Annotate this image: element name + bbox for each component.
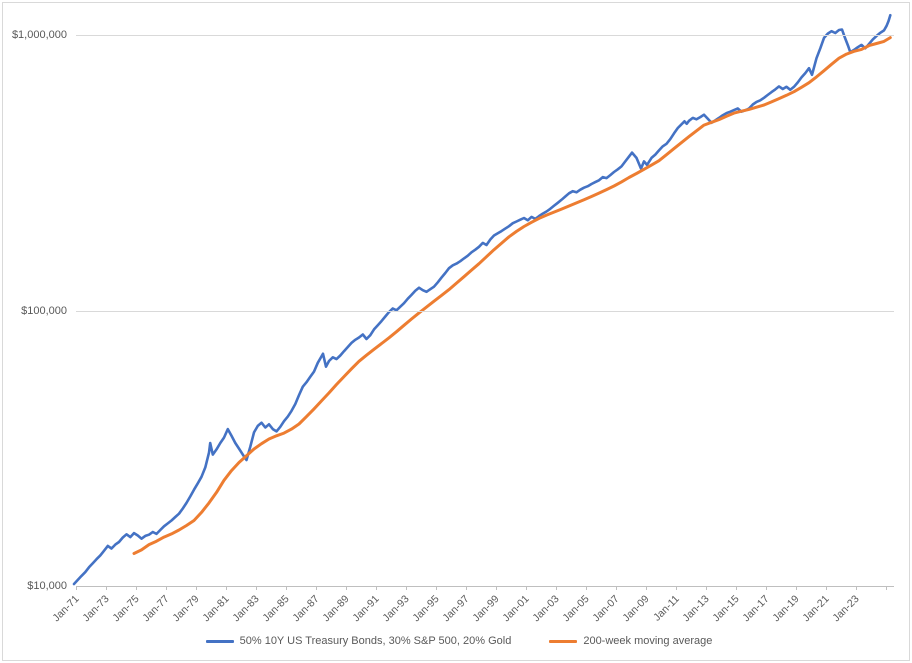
x-axis-tick: [196, 586, 197, 590]
x-axis-tick: [646, 586, 647, 590]
x-axis-tick: [766, 586, 767, 590]
x-axis-tick: [346, 586, 347, 590]
x-axis-tick: [406, 586, 407, 590]
x-axis-tick: [856, 586, 857, 590]
x-axis-tick: [76, 586, 77, 590]
x-axis-tick: [586, 586, 587, 590]
x-axis-tick: [466, 586, 467, 590]
legend: 50% 10Y US Treasury Bonds, 30% S&P 500, …: [3, 635, 912, 647]
horizontal-gridline: [76, 310, 894, 312]
x-axis-tick: [706, 586, 707, 590]
x-axis-tick: [256, 586, 257, 590]
legend-label-moving-average: 200-week moving average: [583, 635, 713, 647]
legend-item-portfolio[interactable]: 50% 10Y US Treasury Bonds, 30% S&P 500, …: [205, 635, 512, 647]
x-axis-tick: [286, 586, 287, 590]
x-axis-tick: [886, 586, 887, 590]
y-axis-label: $100,000: [21, 304, 67, 317]
y-axis-label: $1,000,000: [11, 29, 67, 41]
x-axis-tick: [316, 586, 317, 590]
x-axis-tick: [376, 586, 377, 590]
x-axis-tick: [526, 586, 527, 590]
x-axis-tick: [826, 586, 827, 590]
x-axis-tick: [436, 586, 437, 590]
x-axis-tick: [166, 586, 167, 590]
x-axis-tick: [556, 586, 557, 590]
x-axis-tick: [616, 586, 617, 590]
legend-label-portfolio: 50% 10Y US Treasury Bonds, 30% S&P 500, …: [239, 635, 512, 647]
x-axis-tick: [136, 586, 137, 590]
x-axis-tick: [226, 586, 227, 590]
series-line-moving-average[interactable]: [132, 36, 892, 555]
moving-average-line-swatch-icon: [549, 639, 578, 643]
x-axis-tick: [496, 586, 497, 590]
x-axis-tick: [676, 586, 677, 590]
x-axis-tick: [736, 586, 737, 590]
plot-area: [72, 13, 892, 586]
x-axis-tick: [106, 586, 107, 590]
y-axis-label: $10,000: [27, 580, 67, 592]
x-axis-tick: [796, 586, 797, 590]
legend-item-moving-average[interactable]: 200-week moving average: [549, 635, 712, 647]
horizontal-gridline: [76, 35, 894, 36]
series-line-portfolio[interactable]: [72, 13, 892, 586]
portfolio-line-swatch-icon: [205, 639, 234, 643]
x-axis-line: [76, 586, 894, 587]
